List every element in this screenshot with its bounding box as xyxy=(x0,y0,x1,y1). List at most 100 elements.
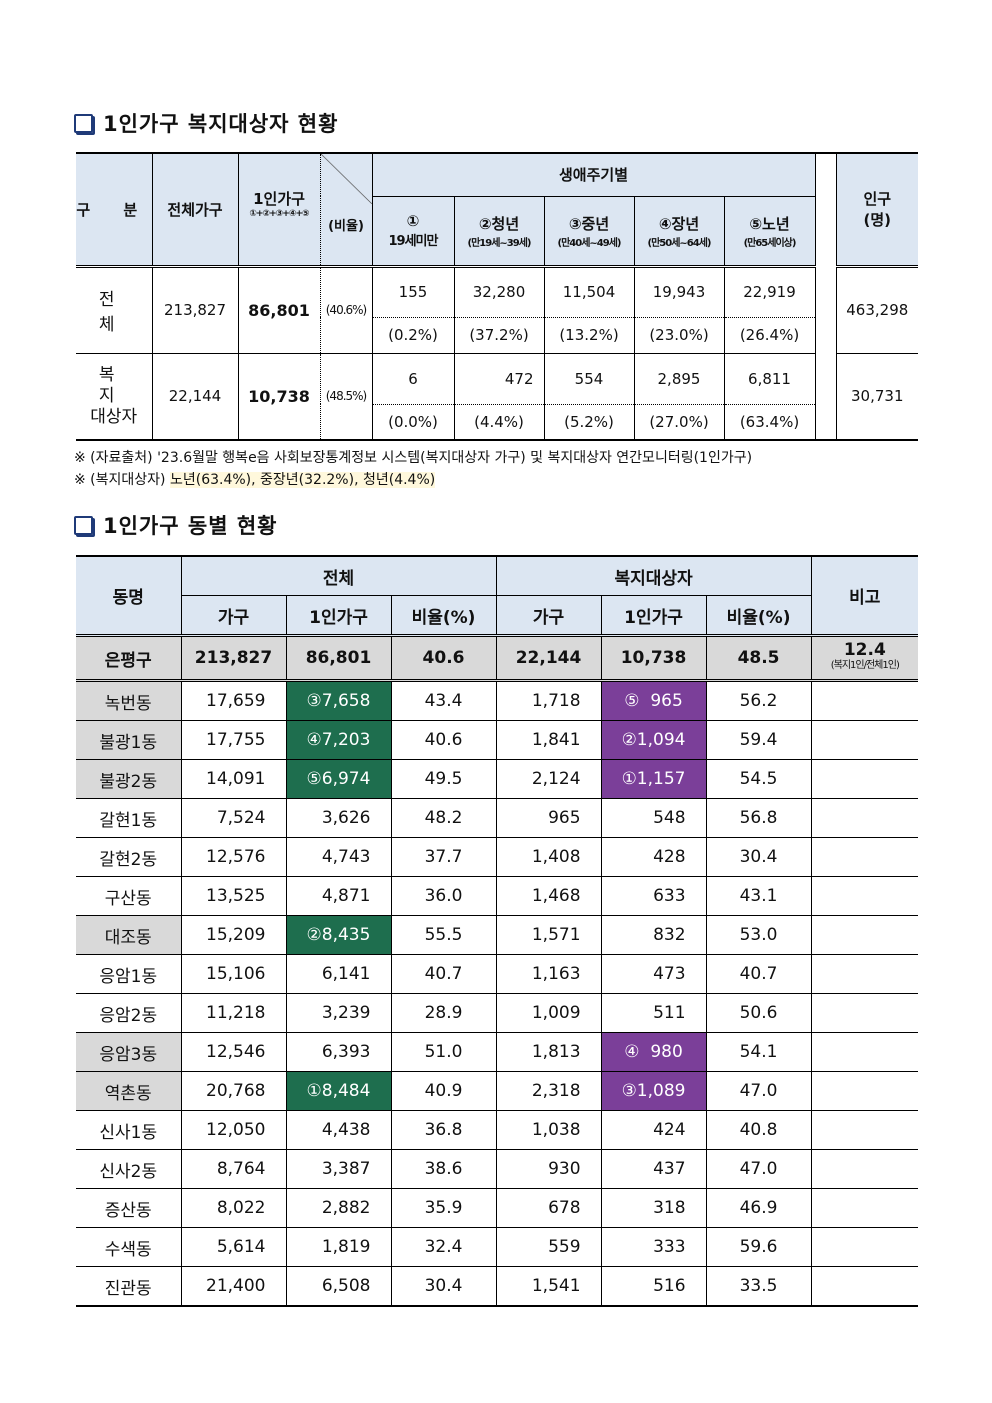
population-label: 인구 xyxy=(863,190,892,209)
dong-status-table: 동명 전체 복지대상자 비고 가구 1인가구 비율(%) 가구 1인가구 비율(… xyxy=(76,555,919,1307)
cell: 6,393 xyxy=(285,1032,392,1072)
cell: 2,124 xyxy=(495,759,602,799)
cell: 8,022 xyxy=(180,1188,287,1228)
cell: 424 xyxy=(600,1110,707,1150)
cell: ①8,484 xyxy=(285,1071,392,1111)
stage-4: ④장년 (만50세~64세) xyxy=(633,196,725,268)
cell: 46.9 xyxy=(705,1188,812,1228)
cell: 213,827 xyxy=(180,635,287,682)
cell: 4,871 xyxy=(285,876,392,916)
stage-pct: (5.2%) xyxy=(543,404,635,440)
remark xyxy=(810,1032,919,1072)
row-label-line2: 대상자 xyxy=(90,406,138,427)
cell: 33.5 xyxy=(705,1266,812,1307)
section1-title: 1인가구 복지대상자 현황 xyxy=(74,108,338,138)
remark xyxy=(810,837,919,877)
subheader: 1인가구 xyxy=(600,595,707,636)
cell: 54.1 xyxy=(705,1032,812,1072)
dong-name: 진관동 xyxy=(76,1266,182,1307)
cell: 40.6 xyxy=(390,720,497,760)
remark xyxy=(810,1227,919,1267)
stage-pct: (0.0%) xyxy=(371,404,455,440)
remark xyxy=(810,720,919,760)
checkbox-bullet-icon xyxy=(74,515,93,535)
note-welfare: ※ (복지대상자) 노년(63.4%), 중장년(32.2%), 청년(4.4%… xyxy=(74,469,752,491)
cell: 13,525 xyxy=(180,876,287,916)
cell: 7,524 xyxy=(180,798,287,838)
dong-name: 구산동 xyxy=(76,876,182,916)
table-row: 갈현2동 12,576 4,743 37.7 1,408 428 30.4 xyxy=(76,837,919,877)
stage-label: ②청년 xyxy=(478,214,520,233)
table-row: 응암3동 12,546 6,393 51.0 1,813 ④ 980 54.1 xyxy=(76,1032,919,1072)
cell: 36.8 xyxy=(390,1110,497,1150)
cell: 43.1 xyxy=(705,876,812,916)
table-row: 불광2동 14,091 ⑤6,974 49.5 2,124 ①1,157 54.5 xyxy=(76,759,919,799)
stage-value: 22,919 xyxy=(723,266,816,318)
notes: ※ (자료출처) '23.6월말 행복e음 사회보장통계정보 시스템(복지대상자… xyxy=(74,447,752,491)
cell: 20,768 xyxy=(180,1071,287,1111)
stage-label: ③중년 xyxy=(568,214,610,233)
stage-1: ① 19세미만 xyxy=(371,196,455,268)
cell: 49.5 xyxy=(390,759,497,799)
header-single-label: 1인가구 xyxy=(253,190,305,208)
dong-name: 불광1동 xyxy=(76,720,182,760)
cell: 21,400 xyxy=(180,1266,287,1307)
subheader: 비율(%) xyxy=(390,595,497,636)
header-life-cycle: 생애주기별 xyxy=(371,153,816,197)
stage-label: ④장년 xyxy=(658,214,700,233)
cell: 473 xyxy=(600,954,707,994)
remark-sub: (복지1인/전체1인) xyxy=(830,660,900,671)
cell: ⑤6,974 xyxy=(285,759,392,799)
table-row: 녹번동 17,659 ③7,658 43.4 1,718 ⑤ 965 56.2 xyxy=(76,680,919,721)
cell: 30.4 xyxy=(705,837,812,877)
cell: 1,468 xyxy=(495,876,602,916)
cell: 28.9 xyxy=(390,993,497,1033)
remark-value: 12.4 xyxy=(843,640,886,660)
cell: 10,738 xyxy=(600,635,707,682)
stage-value: 6,811 xyxy=(723,353,816,405)
single-households: 10,738 xyxy=(237,353,321,441)
subheader: 1인가구 xyxy=(285,595,392,636)
cell: 86,801 xyxy=(285,635,392,682)
cell: 43.4 xyxy=(390,680,497,721)
table-row: 신사2동 8,764 3,387 38.6 930 437 47.0 xyxy=(76,1149,919,1189)
cell: 4,438 xyxy=(285,1110,392,1150)
cell: 30.4 xyxy=(390,1266,497,1307)
row-label-welfare: 복 지 대상자 xyxy=(76,353,153,441)
header-welfare: 복지대상자 xyxy=(495,555,812,596)
table-row: 응암1동 15,106 6,141 40.7 1,163 473 40.7 xyxy=(76,954,919,994)
cell: 22,144 xyxy=(495,635,602,682)
note-welfare-label: ※ (복지대상자) xyxy=(74,472,170,488)
table-row: 증산동 8,022 2,882 35.9 678 318 46.9 xyxy=(76,1188,919,1228)
dong-name: 신사2동 xyxy=(76,1149,182,1189)
cell: 930 xyxy=(495,1149,602,1189)
cell: 40.8 xyxy=(705,1110,812,1150)
table-row: 역촌동 20,768 ①8,484 40.9 2,318 ③1,089 47.0 xyxy=(76,1071,919,1111)
stage-value: 32,280 xyxy=(453,266,545,318)
header-total: 전체 xyxy=(180,555,497,596)
dong-name: 갈현2동 xyxy=(76,837,182,877)
cell: 56.8 xyxy=(705,798,812,838)
population-unit: (명) xyxy=(863,211,892,230)
total-households: 213,827 xyxy=(151,266,239,354)
table-row: 불광1동 17,755 ④7,203 40.6 1,841 ②1,094 59.4 xyxy=(76,720,919,760)
stage-value: 19,943 xyxy=(633,266,725,318)
cell: 3,626 xyxy=(285,798,392,838)
cell: 8,764 xyxy=(180,1149,287,1189)
cell: 37.7 xyxy=(390,837,497,877)
checkbox-bullet-icon xyxy=(74,113,93,133)
cell: 54.5 xyxy=(705,759,812,799)
cell: 2,318 xyxy=(495,1071,602,1111)
cell: 12,546 xyxy=(180,1032,287,1072)
cell: 428 xyxy=(600,837,707,877)
header-single-formula: ①+②+③+④+⑤ xyxy=(249,209,309,219)
table-row: 응암2동 11,218 3,239 28.9 1,009 511 50.6 xyxy=(76,993,919,1033)
cell: ③7,658 xyxy=(285,680,392,721)
stage-pct: (63.4%) xyxy=(723,404,816,440)
stage-pct: (27.0%) xyxy=(633,404,725,440)
dong-name: 역촌동 xyxy=(76,1071,182,1111)
cell: 47.0 xyxy=(705,1149,812,1189)
cell: 3,239 xyxy=(285,993,392,1033)
cell: 15,209 xyxy=(180,915,287,955)
